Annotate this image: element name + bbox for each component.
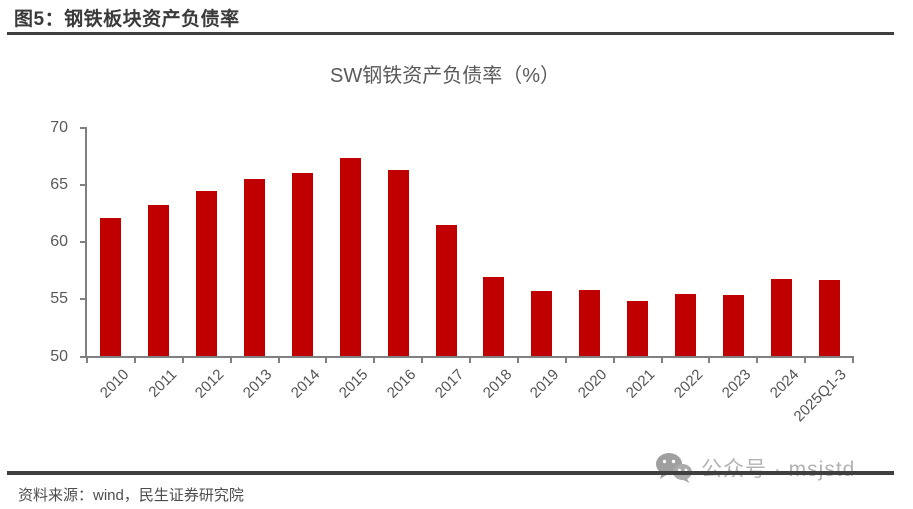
x-label-text: 2016 <box>383 365 420 402</box>
y-tick-mark <box>80 184 87 187</box>
x-label-text: 2012 <box>192 365 228 402</box>
x-label-text: 2013 <box>239 365 276 402</box>
x-tick-mark <box>133 356 136 363</box>
watermark: 公众号 · msjstd <box>655 452 855 484</box>
x-tick-mark <box>229 356 232 363</box>
bar-2012 <box>196 190 218 357</box>
x-tick-mark <box>469 356 471 363</box>
bar-2020 <box>579 290 601 357</box>
bar-2018 <box>483 276 505 357</box>
source-note: 资料来源：wind，民生证券研究院 <box>18 487 244 504</box>
y-tick-label-70: 70 <box>50 119 68 136</box>
y-tick-mark <box>80 355 87 358</box>
x-tick-mark <box>660 356 663 363</box>
bar-2011 <box>148 204 170 357</box>
x-label-text: 2014 <box>287 365 324 402</box>
bar-2022 <box>674 293 696 357</box>
x-label-text: 2010 <box>96 365 132 402</box>
x-tick-mark <box>516 356 519 363</box>
x-tick-mark <box>421 356 424 363</box>
y-tick-mark <box>80 241 87 244</box>
x-label-text: 2011 <box>144 365 180 401</box>
bar-2013 <box>244 179 266 357</box>
x-tick-mark <box>756 356 759 363</box>
x-tick-mark <box>804 356 807 363</box>
x-label-text: 2017 <box>431 365 468 402</box>
y-tick-mark <box>80 298 87 301</box>
y-tick-label-55: 55 <box>50 290 68 308</box>
x-label-text: 2015 <box>335 365 372 402</box>
bar-2016 <box>387 170 409 357</box>
figure-caption: 图5：钢铁板块资产负债率 <box>14 9 240 30</box>
x-label-text: 2023 <box>718 365 755 402</box>
x-label-text: 2020 <box>575 365 611 402</box>
x-tick-mark <box>277 356 280 363</box>
bar-2025Q1-3 <box>818 279 840 357</box>
bar-2014 <box>291 172 313 357</box>
bar-2019 <box>531 291 553 357</box>
x-label-text: 2021 <box>622 365 659 402</box>
x-tick-mark <box>852 356 854 363</box>
bar-2023 <box>722 294 744 357</box>
watermark-text: 公众号 · msjstd <box>701 458 856 481</box>
bar-2015 <box>339 157 361 357</box>
x-label-text: 2019 <box>527 365 563 402</box>
bar-2021 <box>627 300 649 357</box>
y-tick-label-60: 60 <box>50 233 68 251</box>
x-label-text: 2018 <box>479 365 515 402</box>
x-tick-mark <box>86 356 88 363</box>
x-tick-mark <box>564 356 567 363</box>
x-label-text: 2024 <box>766 365 803 402</box>
footer-divider <box>7 471 894 475</box>
x-tick-mark <box>612 356 615 363</box>
wechat-icon <box>655 452 693 484</box>
x-tick-mark <box>181 356 184 363</box>
x-tick-mark <box>373 356 376 363</box>
y-tick-mark <box>80 127 87 129</box>
bar-2024 <box>770 278 792 357</box>
x-label-text: 2022 <box>670 365 707 402</box>
header-divider <box>7 32 894 35</box>
y-tick-label-50: 50 <box>50 347 68 365</box>
x-tick-mark <box>325 356 328 363</box>
chart-title: SW钢铁资产负债率（%） <box>330 65 560 87</box>
y-tick-label-65: 65 <box>50 176 68 194</box>
bar-2017 <box>435 225 457 357</box>
bar-2010 <box>100 218 122 357</box>
x-tick-mark <box>708 356 711 363</box>
x-label-text: 2025Q1-3 <box>790 365 851 425</box>
